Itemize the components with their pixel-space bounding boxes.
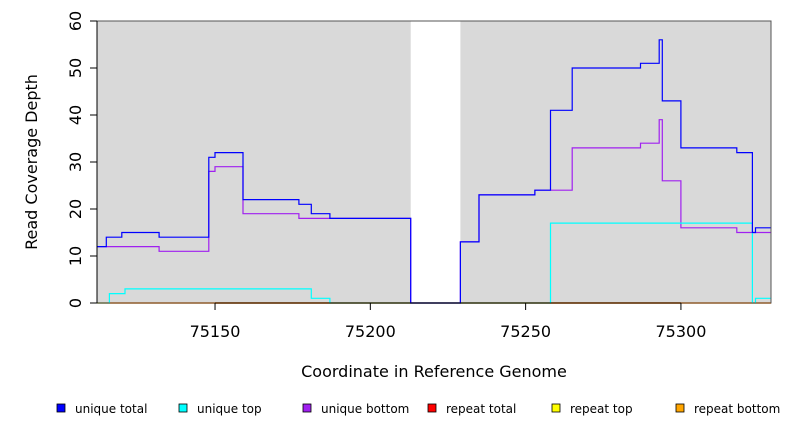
y-tick-label: 40 bbox=[66, 105, 85, 125]
legend-swatch-unique-top bbox=[178, 403, 188, 413]
y-tick-label: 10 bbox=[66, 246, 85, 266]
y-tick-label: 30 bbox=[66, 152, 85, 172]
legend-label-repeat-top: repeat top bbox=[570, 402, 633, 416]
x-axis: 75150 75200 75250 75300 bbox=[190, 302, 706, 341]
x-tick-label: 75300 bbox=[655, 322, 706, 341]
y-axis: 0 10 20 30 40 50 60 bbox=[66, 11, 98, 308]
x-tick-label: 75250 bbox=[500, 322, 551, 341]
legend-label-unique-bottom: unique bottom bbox=[321, 402, 409, 416]
legend: unique total unique top unique bottom repea… bbox=[56, 402, 780, 416]
series-line-unique-total bbox=[97, 39, 771, 304]
x-tick-label: 75150 bbox=[190, 322, 241, 341]
y-axis-title: Read Coverage Depth bbox=[22, 74, 41, 250]
plot-background-left bbox=[97, 21, 411, 303]
legend-label-unique-top: unique top bbox=[197, 402, 262, 416]
legend-swatch-repeat-total bbox=[427, 403, 437, 413]
legend-label-repeat-bottom: repeat bottom bbox=[694, 402, 780, 416]
legend-swatch-repeat-bottom bbox=[675, 403, 685, 413]
plot-background-right bbox=[460, 21, 771, 303]
y-tick-label: 60 bbox=[66, 11, 85, 31]
y-tick-label: 20 bbox=[66, 199, 85, 219]
y-tick-label: 0 bbox=[66, 298, 85, 308]
x-axis-title: Coordinate in Reference Genome bbox=[301, 362, 567, 381]
x-tick-label: 75200 bbox=[345, 322, 396, 341]
legend-swatch-repeat-top bbox=[551, 403, 561, 413]
legend-label-repeat-total: repeat total bbox=[446, 402, 516, 416]
y-tick-label: 50 bbox=[66, 58, 85, 78]
legend-swatch-unique-total bbox=[56, 403, 66, 413]
legend-label-unique-total: unique total bbox=[75, 402, 147, 416]
legend-swatch-unique-bottom bbox=[302, 403, 312, 413]
